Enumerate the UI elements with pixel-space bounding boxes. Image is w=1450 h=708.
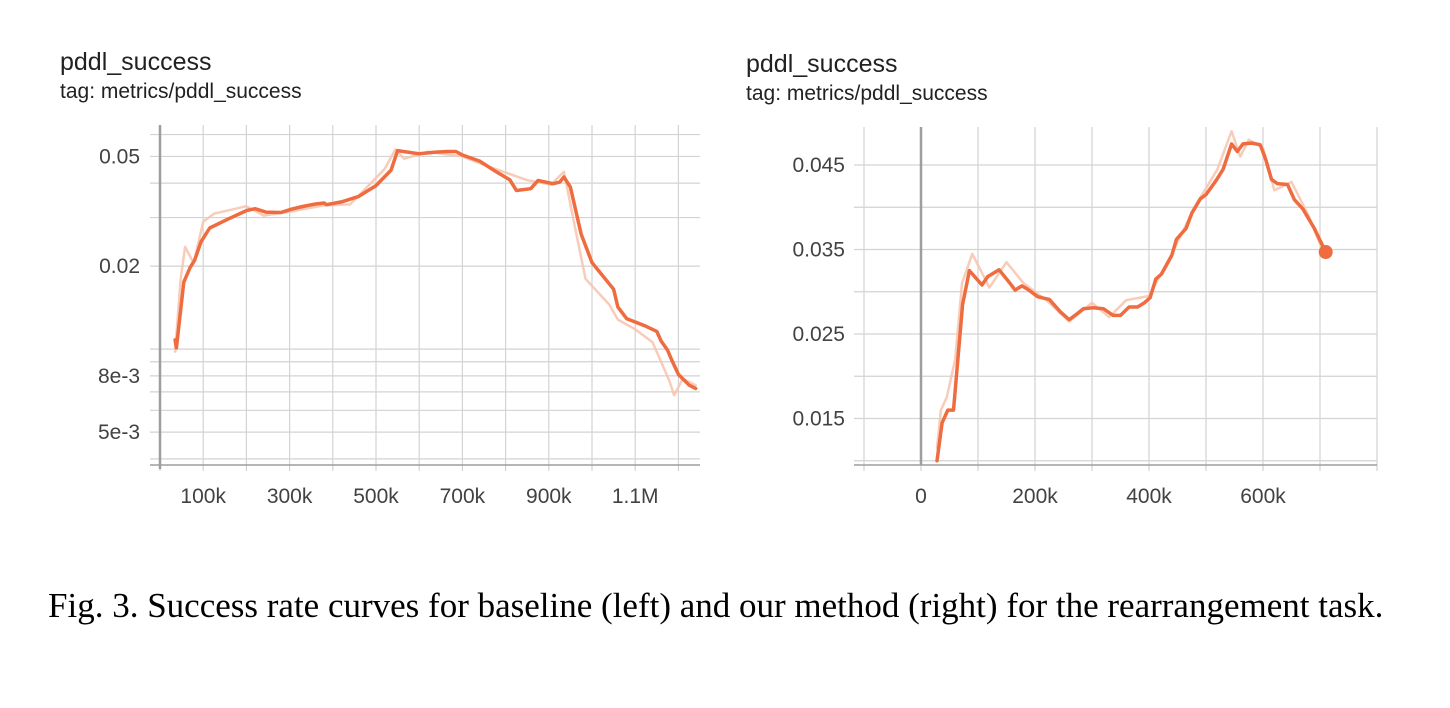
right-series-smoothed [935,141,1328,463]
left-x-tick-label: 300k [267,485,313,508]
left-chart-plot: 100k 300k 500k 700k 900k 1.1M 0.05 0.02 8e-3 5e-3 [98,125,700,508]
right-x-tick-label: 0 [915,485,927,508]
right-y-tick-label: 0.015 [792,408,845,431]
right-chart-subtitle: tag: metrics/pddl_success [746,82,988,105]
left-chart-panel: pddl_success tag: metrics/pddl_success 1… [0,0,720,540]
right-x-tick-label: 200k [1012,485,1058,508]
right-x-tick-label: 600k [1240,485,1286,508]
left-series-raw [173,148,697,397]
right-chart-panel: pddl_success tag: metrics/pddl_success 0… [730,0,1450,540]
right-y-tick-label: 0.025 [792,323,845,346]
left-y-tick-label: 8e-3 [98,365,140,388]
left-x-tick-label: 100k [180,485,226,508]
right-x-tick-label: 400k [1126,485,1172,508]
right-y-tick-label: 0.035 [792,239,845,262]
right-y-tick-label: 0.045 [792,154,845,177]
right-series-raw [935,129,1327,450]
right-last-point-marker [1318,245,1333,260]
left-y-tick-label: 0.05 [99,145,140,168]
left-y-tick-label: 5e-3 [98,421,140,444]
left-y-tick-label: 0.02 [99,255,140,278]
left-chart-title: pddl_success [60,48,212,76]
left-x-tick-label: 700k [440,485,486,508]
left-x-tick-label: 900k [526,485,572,508]
figure-caption: Fig. 3. Success rate curves for baseline… [48,586,1384,625]
left-chart-subtitle: tag: metrics/pddl_success [60,80,302,103]
right-chart-title: pddl_success [746,50,898,78]
right-chart-plot: 0 200k 400k 600k 0.045 0.035 0.025 0.015 [792,127,1378,508]
left-x-tick-label: 500k [353,485,399,508]
left-series-smoothed [173,148,698,391]
left-x-tick-label: 1.1M [612,485,659,508]
